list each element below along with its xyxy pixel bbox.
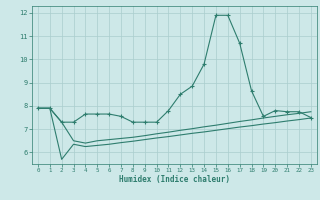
X-axis label: Humidex (Indice chaleur): Humidex (Indice chaleur) [119,175,230,184]
